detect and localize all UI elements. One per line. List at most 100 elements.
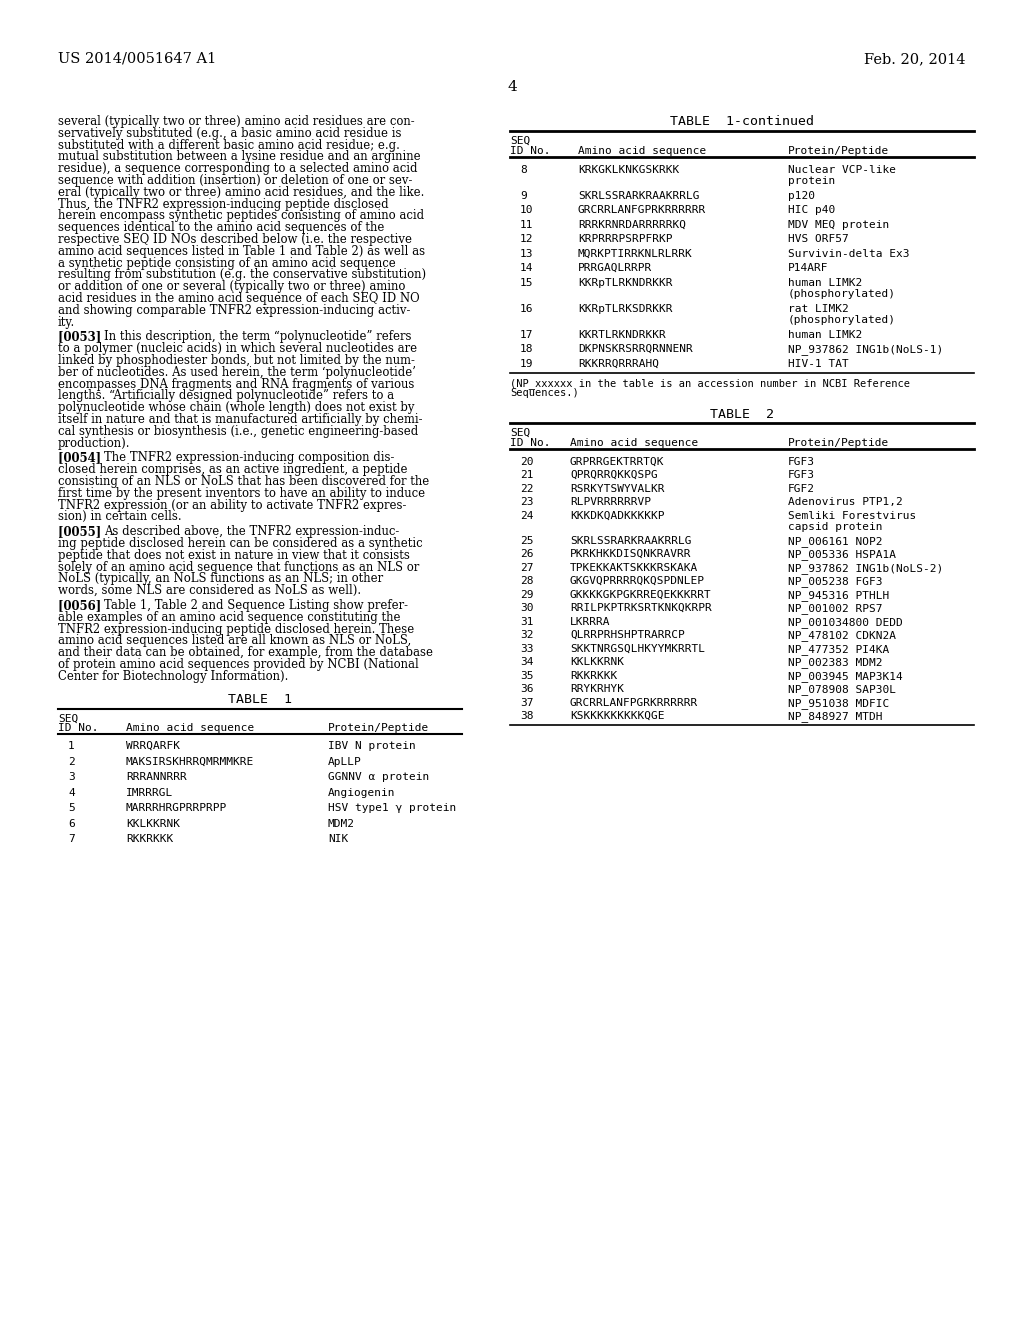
Text: HSV type1 γ protein: HSV type1 γ protein: [328, 803, 457, 813]
Text: amino acid sequences listed are all known as NLS or NoLS,: amino acid sequences listed are all know…: [58, 635, 412, 647]
Text: GGNNV α protein: GGNNV α protein: [328, 772, 429, 783]
Text: RRILPKPTRKSRTKNKQKRPR: RRILPKPTRKSRTKNKQKRPR: [570, 603, 712, 614]
Text: 24: 24: [520, 511, 534, 520]
Text: NP_945316 PTHLH: NP_945316 PTHLH: [788, 590, 889, 601]
Text: MAKSIRSKHRRQMRMMKRE: MAKSIRSKHRRQMRMMKRE: [126, 756, 254, 767]
Text: Sequences.): Sequences.): [510, 388, 579, 399]
Text: 10: 10: [520, 205, 534, 215]
Text: NP_477352 PI4KA: NP_477352 PI4KA: [788, 644, 889, 655]
Text: several (typically two or three) amino acid residues are con-: several (typically two or three) amino a…: [58, 115, 415, 128]
Text: MDV MEQ protein: MDV MEQ protein: [788, 219, 889, 230]
Text: acid residues in the amino acid sequence of each SEQ ID NO: acid residues in the amino acid sequence…: [58, 292, 420, 305]
Text: 22: 22: [520, 483, 534, 494]
Text: sequence with addition (insertion) or deletion of one or sev-: sequence with addition (insertion) or de…: [58, 174, 413, 187]
Text: FGF3: FGF3: [788, 457, 815, 467]
Text: GKGVQPRRRRQKQSPDNLEP: GKGVQPRRRRQKQSPDNLEP: [570, 577, 705, 586]
Text: 28: 28: [520, 577, 534, 586]
Text: Angiogenin: Angiogenin: [328, 788, 395, 797]
Text: MARRRHRGPRRPRPP: MARRRHRGPRRPRPP: [126, 803, 227, 813]
Text: RKKRKKK: RKKRKKK: [126, 834, 173, 845]
Text: 30: 30: [520, 603, 534, 614]
Text: or addition of one or several (typically two or three) amino: or addition of one or several (typically…: [58, 280, 406, 293]
Text: herein encompass synthetic peptides consisting of amino acid: herein encompass synthetic peptides cons…: [58, 210, 424, 222]
Text: mutual substitution between a lysine residue and an arginine: mutual substitution between a lysine res…: [58, 150, 421, 164]
Text: 9: 9: [520, 190, 526, 201]
Text: 32: 32: [520, 630, 534, 640]
Text: MDM2: MDM2: [328, 818, 355, 829]
Text: ID No.: ID No.: [58, 723, 98, 734]
Text: Nuclear VCP-like: Nuclear VCP-like: [788, 165, 896, 174]
Text: to a polymer (nucleic acids) in which several nucleotides are: to a polymer (nucleic acids) in which se…: [58, 342, 417, 355]
Text: 7: 7: [68, 834, 75, 845]
Text: Feb. 20, 2014: Feb. 20, 2014: [864, 51, 966, 66]
Text: KSKKKKKKKKKQGE: KSKKKKKKKKKQGE: [570, 711, 665, 721]
Text: RLPVRRRRRRVP: RLPVRRRRRRVP: [570, 498, 651, 507]
Text: 33: 33: [520, 644, 534, 653]
Text: 2: 2: [68, 756, 75, 767]
Text: amino acid sequences listed in Table 1 and Table 2) as well as: amino acid sequences listed in Table 1 a…: [58, 244, 425, 257]
Text: protein: protein: [788, 176, 836, 186]
Text: [0056]: [0056]: [58, 599, 110, 612]
Text: 11: 11: [520, 219, 534, 230]
Text: NIK: NIK: [328, 834, 348, 845]
Text: KKRpTLRKNDRKKR: KKRpTLRKNDRKKR: [578, 277, 673, 288]
Text: and their data can be obtained, for example, from the database: and their data can be obtained, for exam…: [58, 647, 433, 659]
Text: NP_002383 MDM2: NP_002383 MDM2: [788, 657, 883, 668]
Text: HIV-1 TAT: HIV-1 TAT: [788, 359, 849, 368]
Text: 25: 25: [520, 536, 534, 545]
Text: polynucleotide whose chain (whole length) does not exist by: polynucleotide whose chain (whole length…: [58, 401, 415, 414]
Text: RRYKRHYK: RRYKRHYK: [570, 684, 624, 694]
Text: Protein/Peptide: Protein/Peptide: [788, 145, 889, 156]
Text: substituted with a different basic amino acid residue; e.g.: substituted with a different basic amino…: [58, 139, 400, 152]
Text: Center for Biotechnology Information).: Center for Biotechnology Information).: [58, 669, 289, 682]
Text: KRKGKLKNKGSKRKK: KRKGKLKNKGSKRKK: [578, 165, 679, 174]
Text: NP_937862 ING1b(NoLS-1): NP_937862 ING1b(NoLS-1): [788, 345, 943, 355]
Text: Semliki Forestvirus: Semliki Forestvirus: [788, 511, 916, 520]
Text: In this description, the term “polynucleotide” refers: In this description, the term “polynucle…: [103, 330, 411, 343]
Text: sequences identical to the amino acid sequences of the: sequences identical to the amino acid se…: [58, 222, 384, 234]
Text: IBV N protein: IBV N protein: [328, 742, 416, 751]
Text: NP_001034800 DEDD: NP_001034800 DEDD: [788, 616, 903, 627]
Text: 3: 3: [68, 772, 75, 783]
Text: ID No.: ID No.: [510, 145, 551, 156]
Text: respective SEQ ID NOs described below (i.e. the respective: respective SEQ ID NOs described below (i…: [58, 234, 412, 246]
Text: RKKRKKK: RKKRKKK: [570, 671, 617, 681]
Text: 37: 37: [520, 698, 534, 708]
Text: PKRKHKKDISQNKRAVRR: PKRKHKKDISQNKRAVRR: [570, 549, 691, 560]
Text: [0055]: [0055]: [58, 525, 110, 539]
Text: 18: 18: [520, 345, 534, 354]
Text: 17: 17: [520, 330, 534, 339]
Text: SKRLSSRARKRAAKRRLG: SKRLSSRARKRAAKRRLG: [578, 190, 699, 201]
Text: [0054]: [0054]: [58, 451, 110, 465]
Text: consisting of an NLS or NoLS that has been discovered for the: consisting of an NLS or NoLS that has be…: [58, 475, 429, 488]
Text: (NP_xxxxxx in the table is an accession number in NCBI Reference: (NP_xxxxxx in the table is an accession …: [510, 378, 910, 389]
Text: TNFR2 expression-inducing peptide disclosed herein. These: TNFR2 expression-inducing peptide disclo…: [58, 623, 415, 636]
Text: NP_006161 NOP2: NP_006161 NOP2: [788, 536, 883, 546]
Text: Survivin-delta Ex3: Survivin-delta Ex3: [788, 248, 909, 259]
Text: lengths. “Artificially designed polynucleotide” refers to a: lengths. “Artificially designed polynucl…: [58, 389, 394, 403]
Text: 38: 38: [520, 711, 534, 721]
Text: of protein amino acid sequences provided by NCBI (National: of protein amino acid sequences provided…: [58, 657, 419, 671]
Text: LKRRRA: LKRRRA: [570, 616, 610, 627]
Text: [0053]: [0053]: [58, 330, 110, 343]
Text: encompasses DNA fragments and RNA fragments of various: encompasses DNA fragments and RNA fragme…: [58, 378, 415, 391]
Text: Amino acid sequence: Amino acid sequence: [570, 438, 698, 447]
Text: peptide that does not exist in nature in view that it consists: peptide that does not exist in nature in…: [58, 549, 410, 562]
Text: 8: 8: [520, 165, 526, 174]
Text: 31: 31: [520, 616, 534, 627]
Text: The TNFR2 expression-inducing composition dis-: The TNFR2 expression-inducing compositio…: [103, 451, 394, 465]
Text: ID No.: ID No.: [510, 438, 551, 447]
Text: NP_078908 SAP30L: NP_078908 SAP30L: [788, 684, 896, 696]
Text: NP_937862 ING1b(NoLS-2): NP_937862 ING1b(NoLS-2): [788, 562, 943, 574]
Text: PRRGAQLRRPR: PRRGAQLRRPR: [578, 263, 652, 273]
Text: SKKTNRGSQLHKYYMKRRTL: SKKTNRGSQLHKYYMKRRTL: [570, 644, 705, 653]
Text: able examples of an amino acid sequence constituting the: able examples of an amino acid sequence …: [58, 611, 400, 624]
Text: HIC p40: HIC p40: [788, 205, 836, 215]
Text: 1: 1: [68, 742, 75, 751]
Text: Table 1, Table 2 and Sequence Listing show prefer-: Table 1, Table 2 and Sequence Listing sh…: [103, 599, 408, 612]
Text: KRPRRRPSRPFRKP: KRPRRRPSRPFRKP: [578, 234, 673, 244]
Text: GRCRRLANFPGRKRRRRRR: GRCRRLANFPGRKRRRRRR: [570, 698, 698, 708]
Text: 27: 27: [520, 562, 534, 573]
Text: NP_478102 CDKN2A: NP_478102 CDKN2A: [788, 630, 896, 642]
Text: IMRRRGL: IMRRRGL: [126, 788, 173, 797]
